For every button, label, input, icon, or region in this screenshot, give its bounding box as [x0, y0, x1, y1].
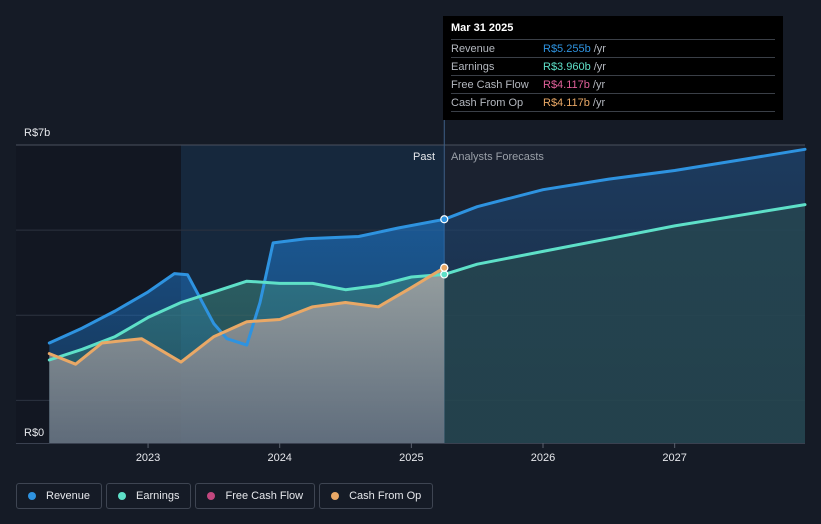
cash-from-op-point — [440, 263, 449, 272]
tooltip-value: R$3.960b — [543, 60, 591, 73]
tooltip-value: R$5.255b — [543, 42, 591, 55]
legend-item-free-cash-flow[interactable]: Free Cash Flow — [195, 483, 316, 509]
earnings-forecast-area — [444, 204, 805, 443]
y-axis-bottom-label: R$0 — [24, 427, 44, 439]
tooltip-value: R$4.117b — [543, 78, 590, 91]
tooltip-row-earnings: Earnings R$3.960b /yr — [451, 57, 775, 75]
tooltip-label: Free Cash Flow — [451, 78, 529, 91]
x-tick-label: 2024 — [267, 452, 291, 464]
x-tick-label: 2025 — [399, 452, 423, 464]
legend-label: Earnings — [136, 490, 180, 502]
tooltip: Mar 31 2025 Revenue R$5.255b /yr Earning… — [443, 16, 783, 120]
tooltip-value: R$4.117b — [543, 96, 590, 109]
legend: Revenue Earnings Free Cash Flow Cash Fro… — [16, 483, 434, 509]
forecast-label: Analysts Forecasts — [451, 151, 544, 163]
x-tick-label: 2023 — [136, 452, 160, 464]
tooltip-row-cash-from-op: Cash From Op R$4.117b /yr — [451, 93, 775, 112]
tooltip-row-revenue: Revenue R$5.255b /yr — [451, 39, 775, 57]
legend-label: Revenue — [46, 490, 91, 502]
x-tick-label: 2026 — [531, 452, 555, 464]
legend-item-earnings[interactable]: Earnings — [106, 483, 192, 509]
cash-from-op-dot-icon — [331, 492, 340, 500]
tooltip-label: Cash From Op — [451, 96, 524, 109]
revenue-point — [440, 215, 449, 224]
earnings-point — [440, 270, 449, 279]
legend-item-cash-from-op[interactable]: Cash From Op — [319, 483, 434, 509]
tooltip-row-free-cash-flow: Free Cash Flow R$4.117b /yr — [451, 75, 775, 93]
legend-item-revenue[interactable]: Revenue — [16, 483, 103, 509]
earnings-dot-icon — [118, 492, 127, 500]
cash-from-op-area — [49, 267, 445, 443]
revenue-forecast-line — [442, 147, 807, 221]
tooltip-unit: /yr — [592, 78, 606, 91]
tooltip-date: Mar 31 2025 — [451, 22, 514, 34]
x-tick-label: 2027 — [662, 452, 686, 464]
legend-label: Cash From Op — [349, 490, 422, 502]
tooltip-unit: /yr — [593, 60, 606, 73]
revenue-dot-icon — [28, 492, 36, 500]
cash-from-op-line — [47, 266, 446, 366]
legend-label: Free Cash Flow — [225, 490, 304, 502]
tooltip-label: Revenue — [451, 42, 496, 55]
revenue-line — [47, 217, 446, 347]
past-label: Past — [413, 151, 435, 163]
earnings-line — [47, 272, 446, 362]
tooltip-unit: /yr — [592, 96, 606, 109]
earnings-forecast-line — [442, 203, 807, 276]
free-cash-flow-dot-icon — [207, 492, 216, 500]
tooltip-unit: /yr — [593, 42, 606, 55]
tooltip-label: Earnings — [451, 60, 495, 73]
y-axis-top-label: R$7b — [24, 127, 50, 139]
